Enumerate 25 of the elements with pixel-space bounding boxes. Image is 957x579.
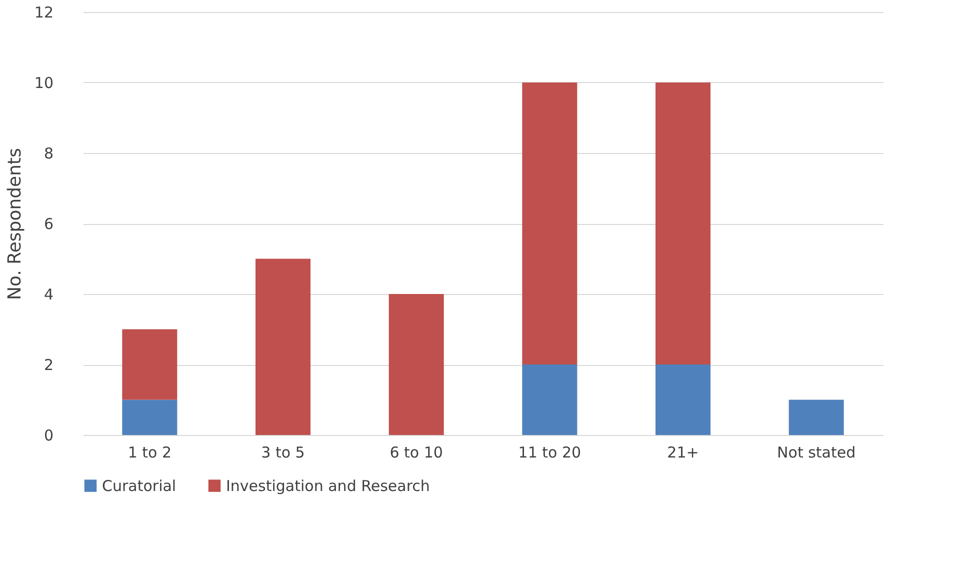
bar xyxy=(122,329,178,400)
x-tick-label: Not stated xyxy=(777,444,856,462)
bar xyxy=(656,364,710,435)
bar xyxy=(388,294,444,435)
x-tick-label: 6 to 10 xyxy=(390,444,443,462)
legend-label: Curatorial xyxy=(102,476,176,495)
y-tick-label: 12 xyxy=(34,4,54,22)
bar xyxy=(256,258,310,435)
y-tick-label: 10 xyxy=(34,74,54,92)
bar xyxy=(788,400,844,435)
bar xyxy=(656,82,710,364)
bar xyxy=(522,82,578,364)
y-tick-label: 0 xyxy=(44,426,54,444)
x-tick-label: 3 to 5 xyxy=(261,444,305,462)
legend-label: Investigation and Research xyxy=(226,476,430,495)
y-tick-label: 6 xyxy=(44,215,54,233)
y-axis-title: No. Respondents xyxy=(4,148,26,300)
y-tick-label: 2 xyxy=(44,356,54,374)
x-tick-label: 11 to 20 xyxy=(518,444,582,462)
bar xyxy=(522,364,578,435)
y-tick-label: 4 xyxy=(44,286,54,304)
x-tick-label: 1 to 2 xyxy=(128,444,172,462)
bar xyxy=(122,400,178,435)
x-tick-label: 21+ xyxy=(667,444,699,462)
y-tick-label: 8 xyxy=(44,144,54,162)
